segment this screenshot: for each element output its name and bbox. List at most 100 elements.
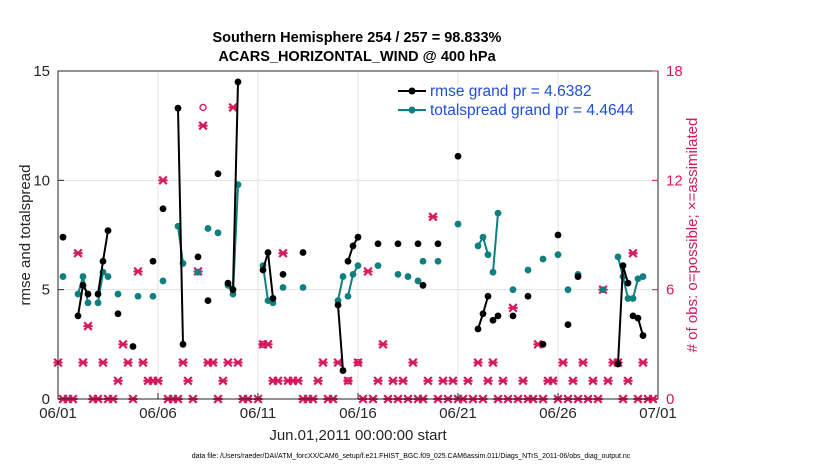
spread-point	[114, 290, 122, 298]
x-tick-label: 06/11	[240, 405, 276, 422]
obs-assimilated-marker	[473, 357, 483, 368]
rmse-point	[489, 316, 497, 324]
rmse-point	[554, 231, 562, 239]
rmse-line	[227, 81, 239, 293]
rmse-point	[394, 240, 402, 248]
axis-ticks: 06/01 06/06 06/11 06/16 06/21 06/26 07/0105101…	[33, 63, 682, 422]
obs-assimilated-marker	[448, 376, 458, 386]
spread-point	[454, 220, 462, 228]
rmse-point	[214, 170, 222, 178]
obs-assimilated-marker	[518, 376, 528, 386]
obs-assimilated-marker	[483, 376, 493, 386]
legend-rmse-marker	[408, 87, 416, 95]
rmse-point	[454, 152, 462, 160]
rmse-point	[539, 340, 547, 348]
obs-possible-marker	[259, 340, 267, 349]
x-tick-label: 06/01	[39, 405, 77, 422]
rmse-point	[349, 242, 357, 250]
rmse-point	[639, 332, 647, 339]
obs-assimilated-marker	[233, 357, 243, 368]
obs-assimilated-marker	[638, 357, 648, 368]
spread-line	[347, 265, 359, 297]
spread-point	[354, 262, 362, 270]
rmse-point	[339, 367, 347, 374]
rmse-point	[174, 104, 182, 112]
rmse-point	[94, 290, 102, 298]
rmse-point	[259, 266, 267, 274]
x-tick-label: 06/06	[139, 405, 177, 422]
spread-point	[614, 253, 622, 261]
spread-point	[104, 273, 112, 280]
y-tick-label: 10	[33, 172, 50, 189]
obs-assimilated-marker	[113, 376, 123, 386]
obs-assimilated-marker	[223, 357, 233, 368]
spread-point	[204, 225, 212, 232]
spread-line	[492, 213, 499, 273]
rmse-point	[634, 314, 642, 322]
obs-assimilated-marker	[548, 376, 558, 386]
x-tick-label: 06/16	[339, 405, 377, 422]
obs-possible-marker	[344, 377, 352, 385]
obs-assimilated-marker	[73, 248, 83, 258]
rmse-point	[279, 270, 287, 278]
x-tick-label: 07/01	[639, 405, 677, 422]
obs-assimilated-marker	[178, 357, 188, 368]
obs-assimilated-marker	[423, 376, 433, 386]
rmse-point	[619, 262, 627, 270]
spread-point	[349, 270, 357, 278]
spread-point	[299, 284, 307, 291]
legend-spread-label: totalspread grand pr = 4.4644	[430, 102, 634, 119]
rmse-point	[474, 325, 482, 333]
rmse-point	[354, 233, 362, 241]
spread-point	[539, 255, 547, 263]
spread-point	[394, 270, 402, 278]
rmse-point	[264, 249, 272, 256]
rmse-point	[374, 240, 382, 248]
obs-assimilated-marker	[388, 376, 398, 386]
rmse-point	[434, 240, 442, 248]
rmse-point	[59, 233, 67, 241]
spread-point	[484, 251, 492, 259]
obs-assimilated-marker	[578, 357, 588, 368]
plot-area	[53, 78, 658, 404]
spread-point	[404, 273, 412, 280]
data-file-footnote: data file: /Users/raeder/DAI/ATM_forcXX/…	[192, 453, 631, 460]
obs-assimilated-marker	[568, 376, 578, 386]
rmse-point	[614, 360, 622, 368]
rmse-point	[129, 343, 137, 350]
legend-spread-marker	[408, 106, 416, 114]
x-tick-label: 06/26	[539, 405, 577, 422]
obs-assimilated-marker	[138, 357, 148, 368]
rmse-point	[624, 279, 632, 287]
spread-point	[149, 292, 157, 300]
rmse-point	[104, 227, 112, 235]
rmse-point	[494, 312, 502, 320]
spread-point	[339, 273, 347, 280]
rmse-point	[414, 240, 422, 248]
rmse-point	[224, 279, 232, 287]
obs-assimilated-marker	[558, 357, 568, 368]
chart-subtitle: ACARS_HORIZONTAL_WIND @ 400 hPa	[218, 49, 496, 65]
spread-point	[489, 268, 497, 276]
y-axis-label: rmse and totalspread	[17, 165, 34, 306]
obs-assimilated-marker	[378, 339, 388, 349]
rmse-line	[177, 108, 184, 345]
obs-assimilated-marker	[118, 339, 128, 349]
obs-assimilated-marker	[198, 121, 208, 131]
rmse-point	[334, 301, 342, 309]
obs-assimilated-marker	[628, 248, 638, 258]
obs-assimilated-marker	[183, 376, 193, 386]
obs-assimilated-marker	[153, 376, 163, 386]
rmse-point	[74, 312, 82, 320]
x-tick-label: 06/21	[439, 405, 477, 422]
spread-point	[494, 209, 502, 217]
obs-assimilated-marker	[318, 357, 328, 368]
rmse-point	[299, 249, 307, 256]
spread-point	[74, 290, 82, 298]
rmse-point	[524, 292, 532, 300]
rmse-point	[159, 205, 167, 213]
rmse-point	[79, 281, 87, 289]
rmse-point	[484, 292, 492, 300]
spread-point	[159, 277, 167, 285]
